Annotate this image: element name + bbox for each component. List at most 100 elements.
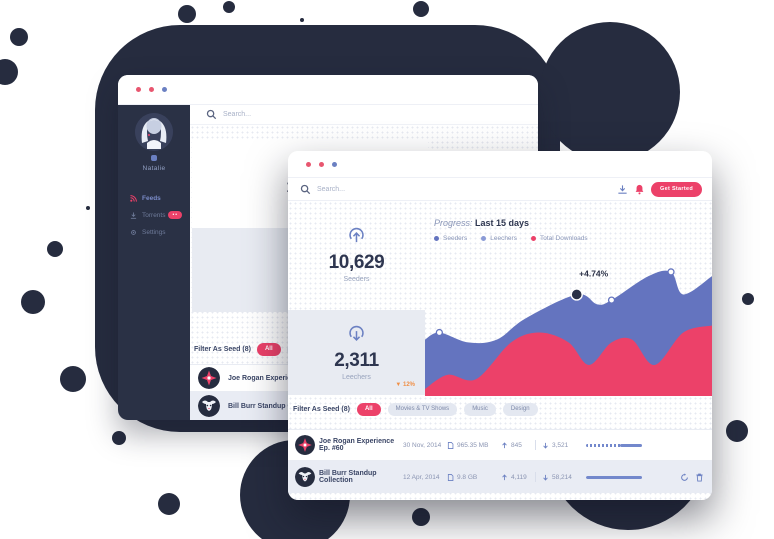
sidebar-item-label: Torrents <box>142 212 166 219</box>
chart-area-total-downloads <box>425 325 712 396</box>
back-window-titlebar <box>118 75 538 105</box>
progress-bar-dashed <box>586 443 620 447</box>
filter-bar: Filter As Seed (8) All Movies & TV Shows… <box>293 403 538 416</box>
torrent-size: 9.8 GB <box>457 473 478 481</box>
divider <box>535 440 536 450</box>
decorative-circle <box>158 493 180 515</box>
sidebar: Natalie Feeds Torrents •• <box>118 105 190 420</box>
decorative-circle <box>47 241 63 257</box>
refresh-icon[interactable] <box>680 472 689 482</box>
legend-dot <box>530 236 536 241</box>
notification-bell-icon[interactable] <box>634 184 645 195</box>
search-icon <box>206 109 217 120</box>
window-control-dot[interactable] <box>319 161 324 167</box>
chart-marker-ring <box>667 268 675 276</box>
download-icon <box>130 212 137 219</box>
progress-bar-fill <box>619 443 642 447</box>
chart-title: Progress: Last 15 days <box>434 218 529 228</box>
window-control-dot[interactable] <box>136 87 141 92</box>
torrent-avatar <box>295 435 315 455</box>
decorative-circle <box>86 206 90 210</box>
window-control-dot[interactable] <box>332 161 337 167</box>
download-tray-icon[interactable] <box>617 184 628 195</box>
progress-bar <box>586 443 644 447</box>
window-control-dot[interactable] <box>149 87 154 92</box>
torrent-table: Joe Rogan Experience Ep. #60 30 Nov, 201… <box>288 429 712 493</box>
filter-pill-movies[interactable]: Movies & TV Shows <box>387 403 458 416</box>
front-window-titlebar <box>288 151 712 178</box>
torrent-leechers: 3,521 <box>552 441 569 449</box>
decorative-circle <box>21 290 45 314</box>
chart-annotation: +4.74% <box>579 268 609 278</box>
filter-pill-music[interactable]: Music <box>464 403 496 416</box>
sidebar-badge: •• <box>168 211 182 219</box>
table-row[interactable]: Joe Rogan Experience Ep. #60 30 Nov, 201… <box>288 429 712 461</box>
decorative-circle <box>112 431 126 445</box>
torrent-seeders: 845 <box>511 441 522 449</box>
torrent-title: Joe Rogan Experience Ep. #60 <box>228 374 330 382</box>
legend-label: Total Downloads <box>539 235 588 242</box>
decorative-blob <box>540 22 680 162</box>
torrent-date: 12 Apr, 2014 <box>403 473 440 481</box>
decorative-circle <box>223 1 235 13</box>
torrent-title: Bill Burr Standup Collection <box>319 470 377 484</box>
get-started-button[interactable]: Get Started <box>651 181 702 197</box>
legend-dot <box>481 236 487 241</box>
stat-label: Leechers <box>342 374 371 381</box>
leechers-down-icon <box>543 442 548 449</box>
legend-item-total-downloads[interactable]: Total Downloads <box>530 235 588 242</box>
seeders-up-icon <box>502 441 507 448</box>
chart-marker-ring <box>435 328 444 337</box>
sidebar-item-torrents[interactable]: Torrents •• <box>118 207 190 224</box>
search-placeholder: Search... <box>223 111 252 118</box>
divider <box>535 472 536 482</box>
search-bar[interactable]: Search... <box>190 105 538 125</box>
legend-item-leechers[interactable]: Leechers <box>481 235 517 242</box>
front-window: Search... Get Started 10,629 Seeders <box>288 151 712 500</box>
stat-label: Seeders <box>343 276 370 283</box>
chart-marker-ring <box>607 296 616 304</box>
user-avatar[interactable] <box>135 113 173 151</box>
filter-pill-all[interactable]: All <box>356 403 381 416</box>
legend-label: Leechers <box>490 235 517 242</box>
download-cloud-icon <box>349 325 364 342</box>
torrent-leechers: 58,214 <box>552 473 572 481</box>
sidebar-item-label: Feeds <box>142 195 161 202</box>
legend-dot <box>434 236 439 241</box>
upload-cloud-icon <box>349 227 364 243</box>
front-main-area: 10,629 Seeders 2,311 Leechers ▼ 12% Prog… <box>288 201 712 500</box>
filter-pill-all[interactable]: All <box>256 343 281 356</box>
filter-label: Filter As Seed (8) <box>194 346 251 353</box>
feed-icon <box>130 195 137 202</box>
sidebar-item-label: Settings <box>142 229 166 236</box>
table-row[interactable]: Bill Burr Standup Collection 12 Apr, 201… <box>288 461 712 493</box>
filter-pill-design[interactable]: Design <box>502 403 538 416</box>
legend-label: Seeders <box>443 235 468 242</box>
torrent-avatar <box>295 467 315 487</box>
sidebar-nav: Feeds Torrents •• Setti <box>118 190 190 241</box>
decorative-circle <box>726 420 748 442</box>
avatar-illustration <box>135 113 173 151</box>
decorative-circle <box>10 28 28 46</box>
torrent-title: Joe Rogan Experience Ep. #60 <box>319 438 395 452</box>
sidebar-item-settings[interactable]: Settings <box>118 224 190 241</box>
torrent-size: 965.35 MB <box>457 441 489 449</box>
trash-icon[interactable] <box>695 473 704 482</box>
search-bar[interactable]: Search... Get Started <box>288 178 712 201</box>
torrent-avatar <box>198 367 220 389</box>
leechers-down-icon <box>543 474 548 481</box>
decorative-circle <box>742 293 754 305</box>
stat-value: 2,311 <box>334 350 379 371</box>
sidebar-item-feeds[interactable]: Feeds <box>118 190 190 207</box>
progress-chart-panel: Progress: Last 15 days Seeders Leechers … <box>425 202 712 396</box>
window-control-dot[interactable] <box>162 87 167 92</box>
torrent-seeders: 4,119 <box>511 473 527 481</box>
legend-item-seeders[interactable]: Seeders <box>434 235 467 242</box>
progress-bar-fill <box>586 475 642 479</box>
torrent-title: Bill Burr Standup Collection <box>228 402 322 410</box>
chart-highlight-dot <box>570 288 583 301</box>
window-control-dot[interactable] <box>306 161 311 167</box>
progress-chart: +4.74% <box>425 268 712 396</box>
decorative-circle <box>413 1 429 17</box>
